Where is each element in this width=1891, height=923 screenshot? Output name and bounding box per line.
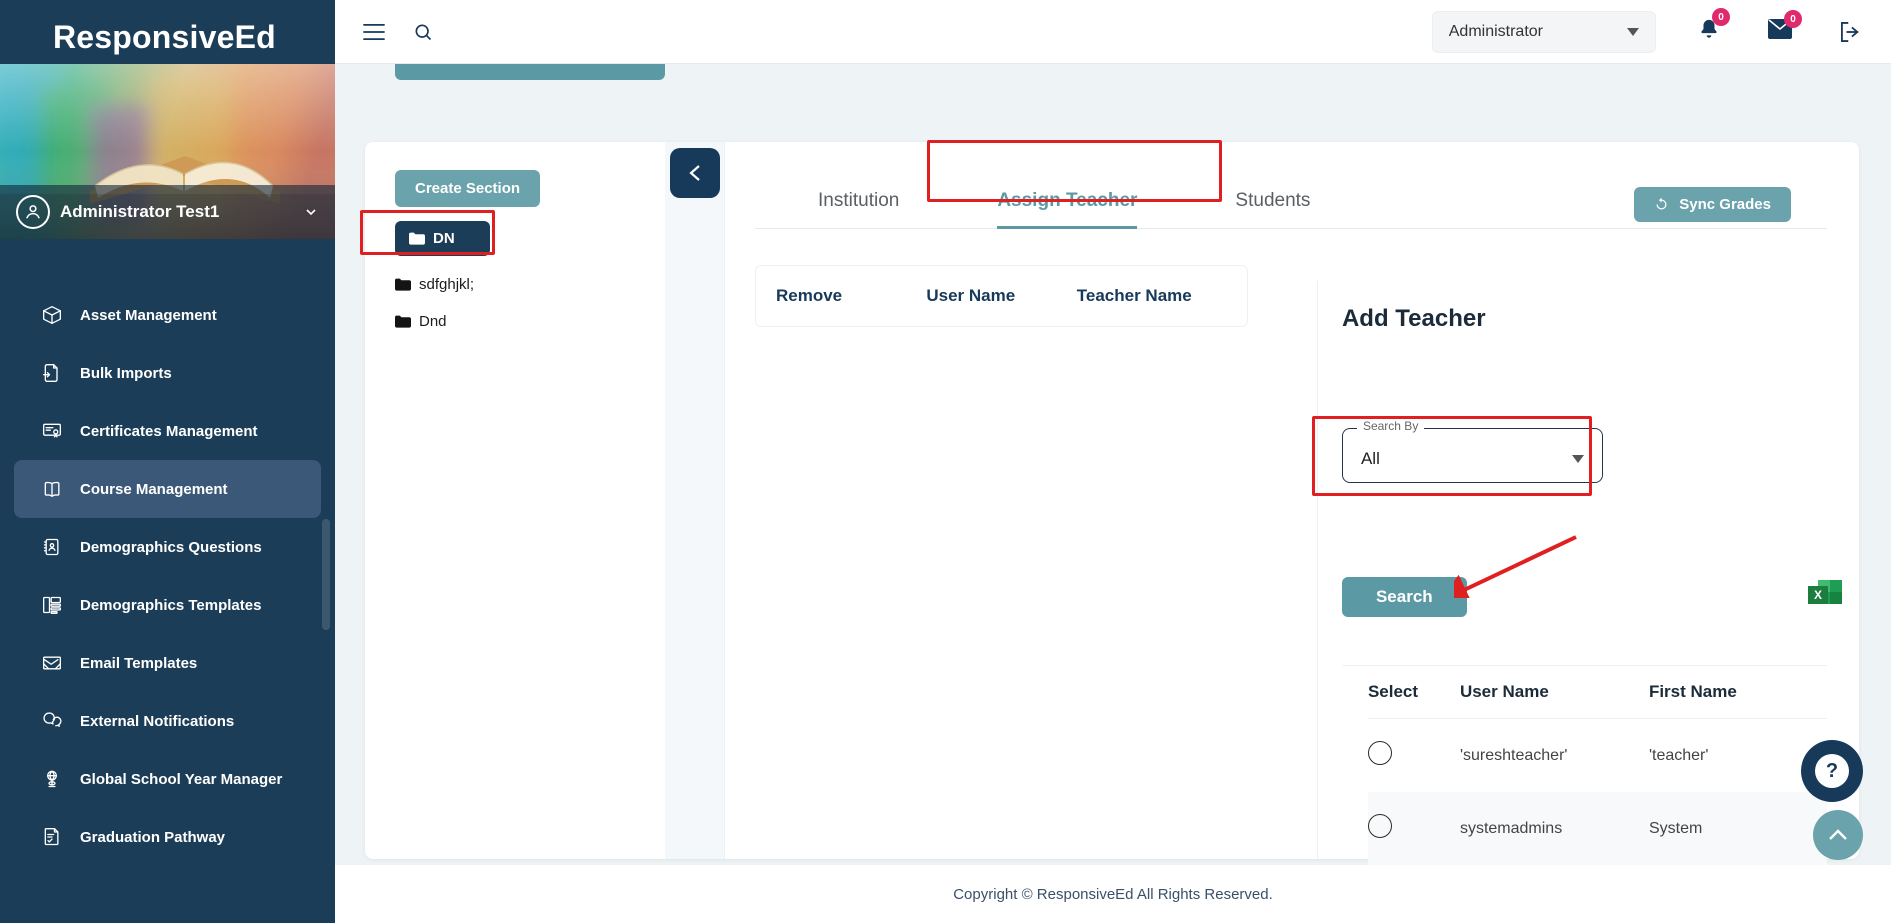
svg-text:X: X <box>1814 588 1822 602</box>
